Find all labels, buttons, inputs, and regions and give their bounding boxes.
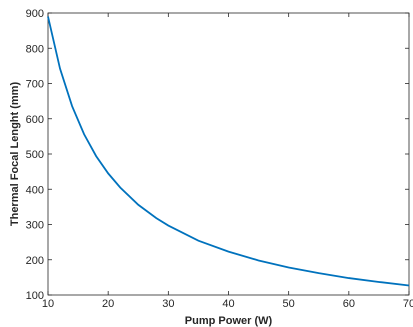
- x-axis-label: Pump Power (W): [185, 315, 273, 327]
- y-axis-ticks: [48, 12, 409, 296]
- x-tick-label: 20: [102, 298, 114, 310]
- plot-area: [47, 12, 410, 296]
- y-axis-label: Thermal Focal Lenght (mm): [9, 82, 21, 227]
- x-tick-label: 60: [343, 298, 355, 310]
- y-tick-label: 700: [26, 79, 44, 91]
- y-tick-label: 900: [26, 8, 44, 20]
- x-tick-label: 30: [162, 298, 174, 310]
- y-tick-label: 800: [26, 43, 44, 55]
- plot-frame: [47, 12, 410, 296]
- y-axis-tick-labels: 100 200 300 400 500 600 700 800 900: [26, 8, 44, 302]
- x-tick-label: 10: [42, 298, 54, 310]
- x-tick-label: 50: [283, 298, 295, 310]
- y-tick-label: 100: [26, 290, 44, 302]
- y-tick-label: 200: [26, 255, 44, 267]
- x-tick-label: 70: [403, 298, 413, 310]
- x-axis-tick-labels: 10 20 30 40 50 60 70: [42, 298, 413, 310]
- y-tick-label: 600: [26, 114, 44, 126]
- x-axis-ticks: [47, 13, 410, 295]
- y-tick-label: 300: [26, 220, 44, 232]
- y-tick-label: 500: [26, 149, 44, 161]
- x-tick-label: 40: [222, 298, 234, 310]
- y-tick-label: 400: [26, 184, 44, 196]
- data-series-line: [47, 16, 410, 287]
